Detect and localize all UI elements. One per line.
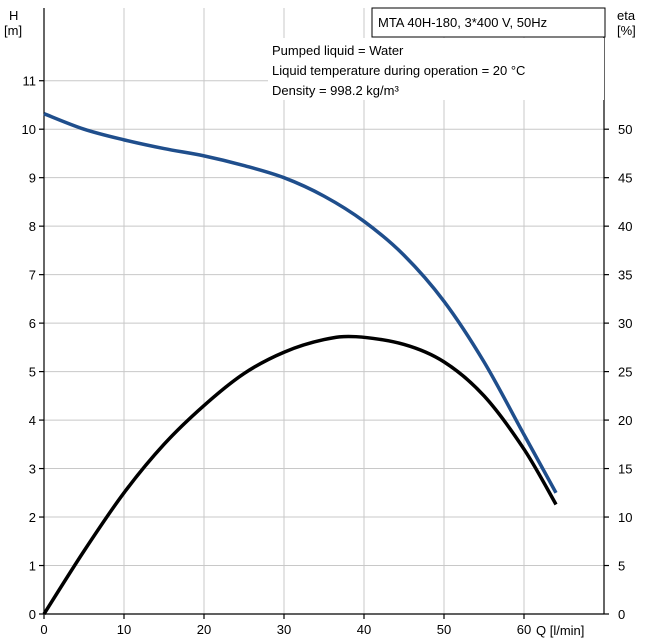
x-tick-label-40: 40 xyxy=(357,622,371,637)
title-box xyxy=(371,7,606,38)
y-right-tick-label-45: 45 xyxy=(618,171,632,186)
y-left-tick-label-3: 3 xyxy=(29,462,36,477)
y-left-label-symbol: H xyxy=(9,8,18,23)
info-line-2: Liquid temperature during operation = 20… xyxy=(272,63,525,78)
y-left-tick-label-7: 7 xyxy=(29,268,36,283)
x-tick-label-50: 50 xyxy=(437,622,451,637)
y-left-tick-label-0: 0 xyxy=(29,607,36,622)
y-left-tick-label-1: 1 xyxy=(29,559,36,574)
y-right-tick-label-50: 50 xyxy=(618,122,632,137)
x-tick-label-20: 20 xyxy=(197,622,211,637)
y-left-label-unit: [m] xyxy=(4,23,22,38)
y-right-label-symbol: eta xyxy=(617,8,636,23)
info-background xyxy=(268,38,604,100)
efficiency-curve xyxy=(42,334,558,615)
y-right-tick-label-0: 0 xyxy=(618,607,625,622)
x-tick-label-10: 10 xyxy=(117,622,131,637)
y-left-tick-label-2: 2 xyxy=(29,510,36,525)
y-right-tick-label-30: 30 xyxy=(618,316,632,331)
y-left-tick-label-11: 11 xyxy=(23,74,37,89)
y-right-tick-label-15: 15 xyxy=(618,462,632,477)
title-box-text: MTA 40H-180, 3*400 V, 50Hz xyxy=(378,15,547,30)
x-tick-label-60: 60 xyxy=(517,622,531,637)
y-left-tick-label-5: 5 xyxy=(29,365,36,380)
y-left-tick-label-6: 6 xyxy=(29,316,36,331)
y-left-tick-label-10: 10 xyxy=(22,122,36,137)
y-left-tick-label-9: 9 xyxy=(29,171,36,186)
y-right-tick-label-25: 25 xyxy=(618,365,632,380)
y-right-tick-label-10: 10 xyxy=(618,510,632,525)
x-tick-label-30: 30 xyxy=(277,622,291,637)
y-right-label-unit: [%] xyxy=(617,23,636,38)
x-axis-label: Q [l/min] xyxy=(536,623,584,638)
y-right-tick-label-20: 20 xyxy=(618,413,632,428)
y-left-tick-label-8: 8 xyxy=(29,219,36,234)
y-left-tick-label-4: 4 xyxy=(29,413,36,428)
x-tick-label-0: 0 xyxy=(40,622,47,637)
tick-labels: 0 10 20 30 40 50 60012345678910110510152025303… xyxy=(22,74,633,637)
axes xyxy=(39,8,609,619)
curves xyxy=(42,112,558,615)
head-curve xyxy=(43,112,558,494)
y-right-tick-label-5: 5 xyxy=(618,559,625,574)
y-right-tick-label-35: 35 xyxy=(618,268,632,283)
info-line-1: Pumped liquid = Water xyxy=(272,43,404,58)
y-right-tick-label-40: 40 xyxy=(618,219,632,234)
info-line-3: Density = 998.2 kg/m³ xyxy=(272,83,399,98)
